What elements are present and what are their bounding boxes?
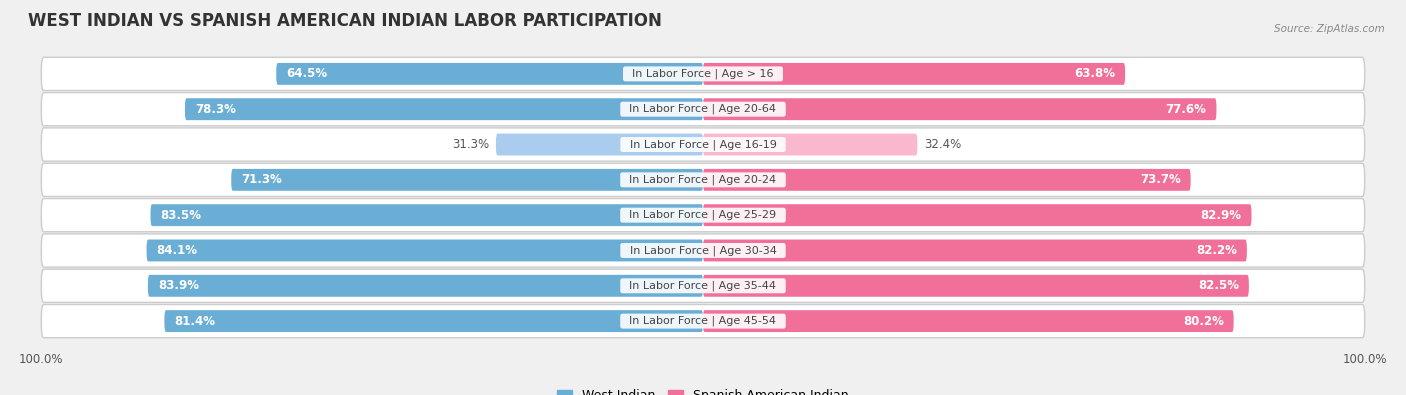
Text: 71.3%: 71.3%: [242, 173, 283, 186]
Text: 73.7%: 73.7%: [1140, 173, 1181, 186]
FancyBboxPatch shape: [703, 134, 917, 156]
Text: 82.5%: 82.5%: [1198, 279, 1239, 292]
Text: 80.2%: 80.2%: [1182, 314, 1223, 327]
FancyBboxPatch shape: [703, 63, 1125, 85]
FancyBboxPatch shape: [165, 310, 703, 332]
FancyBboxPatch shape: [703, 275, 1249, 297]
Text: Source: ZipAtlas.com: Source: ZipAtlas.com: [1274, 24, 1385, 34]
FancyBboxPatch shape: [150, 204, 703, 226]
FancyBboxPatch shape: [41, 234, 1365, 267]
Text: In Labor Force | Age 16-19: In Labor Force | Age 16-19: [623, 139, 783, 150]
Text: 32.4%: 32.4%: [924, 138, 962, 151]
FancyBboxPatch shape: [41, 92, 1365, 126]
FancyBboxPatch shape: [703, 98, 1216, 120]
Text: In Labor Force | Age 20-64: In Labor Force | Age 20-64: [623, 104, 783, 115]
Text: 31.3%: 31.3%: [453, 138, 489, 151]
Text: 84.1%: 84.1%: [156, 244, 197, 257]
Legend: West Indian, Spanish American Indian: West Indian, Spanish American Indian: [553, 384, 853, 395]
Text: In Labor Force | Age 20-24: In Labor Force | Age 20-24: [623, 175, 783, 185]
FancyBboxPatch shape: [146, 239, 703, 261]
FancyBboxPatch shape: [703, 310, 1233, 332]
FancyBboxPatch shape: [41, 163, 1365, 196]
Text: 82.9%: 82.9%: [1201, 209, 1241, 222]
Text: 83.9%: 83.9%: [157, 279, 198, 292]
Text: 64.5%: 64.5%: [287, 68, 328, 81]
Text: WEST INDIAN VS SPANISH AMERICAN INDIAN LABOR PARTICIPATION: WEST INDIAN VS SPANISH AMERICAN INDIAN L…: [28, 12, 662, 30]
Text: 83.5%: 83.5%: [160, 209, 201, 222]
FancyBboxPatch shape: [148, 275, 703, 297]
FancyBboxPatch shape: [276, 63, 703, 85]
Text: 78.3%: 78.3%: [195, 103, 236, 116]
FancyBboxPatch shape: [231, 169, 703, 191]
Text: 77.6%: 77.6%: [1166, 103, 1206, 116]
Text: In Labor Force | Age > 16: In Labor Force | Age > 16: [626, 69, 780, 79]
Text: 82.2%: 82.2%: [1197, 244, 1237, 257]
FancyBboxPatch shape: [41, 128, 1365, 161]
Text: In Labor Force | Age 35-44: In Labor Force | Age 35-44: [623, 280, 783, 291]
FancyBboxPatch shape: [703, 239, 1247, 261]
FancyBboxPatch shape: [703, 169, 1191, 191]
FancyBboxPatch shape: [703, 204, 1251, 226]
FancyBboxPatch shape: [41, 269, 1365, 303]
Text: In Labor Force | Age 30-34: In Labor Force | Age 30-34: [623, 245, 783, 256]
FancyBboxPatch shape: [186, 98, 703, 120]
Text: 63.8%: 63.8%: [1074, 68, 1115, 81]
Text: In Labor Force | Age 45-54: In Labor Force | Age 45-54: [623, 316, 783, 326]
FancyBboxPatch shape: [41, 305, 1365, 338]
FancyBboxPatch shape: [41, 199, 1365, 232]
Text: In Labor Force | Age 25-29: In Labor Force | Age 25-29: [623, 210, 783, 220]
Text: 81.4%: 81.4%: [174, 314, 215, 327]
FancyBboxPatch shape: [41, 57, 1365, 90]
FancyBboxPatch shape: [496, 134, 703, 156]
